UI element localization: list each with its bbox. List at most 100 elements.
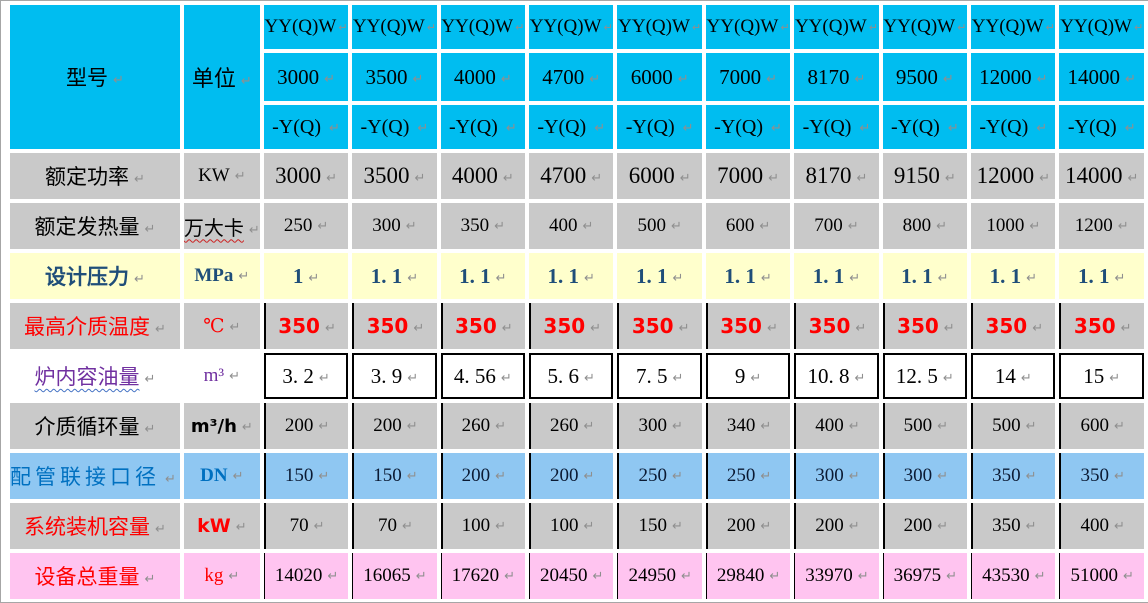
value-cell: 5. 6 ↵ [529,353,614,399]
return-mark-icon: ↵ [590,321,602,336]
cell-text: 300 [903,465,933,486]
return-mark-icon: ↵ [936,219,948,234]
return-mark-icon: ↵ [318,370,330,386]
table-row-rated-heat: 额定发热量 ↵ 万大卡 ↵ 250 ↵ 300 ↵ 350 ↵ 400 ↵ 500 ↵ 600 ↵ 700 ↵ 80… [10,203,1144,249]
cell-text: 1. 1 [1078,263,1110,288]
return-mark-icon: ↵ [326,171,337,186]
cell-text: 4000 [453,64,496,89]
return-mark-icon: ↵ [324,321,336,336]
value-cell: 4700 ↵ [529,153,614,199]
value-cell: 14 ↵ [971,353,1056,399]
return-mark-icon: ↵ [327,569,339,584]
value-cell: 1. 1 ↵ [352,253,437,299]
value-cell: 350 ↵ [971,453,1056,499]
return-mark-icon: ↵ [1134,21,1144,34]
cell-text: -Y(Q) [1067,115,1117,138]
return-mark-icon: ↵ [1036,71,1048,87]
model-number-cell: 3000 ↵ [263,53,349,101]
value-cell: 800 ↵ [882,203,968,249]
return-mark-icon: ↵ [1034,569,1046,584]
table-row-installed-capacity: 系统装机容量 ↵ kW ↵ 70 ↵ 70 ↵ 100 ↵ 100 ↵ 150 ↵ 200 ↵ 200 ↵ 200 ↵… [10,503,1144,549]
value-cell: 350 ↵ [794,303,879,349]
unit-header-cell: 单位 ↵ [183,5,260,149]
series-suffix-cell: -Y(Q) ↵ [705,105,791,149]
return-mark-icon: ↵ [495,469,507,484]
row-label-cell: 最高介质温度 ↵ [10,303,180,349]
return-mark-icon: ↵ [589,71,601,87]
cell-text: -Y(Q) [537,115,587,138]
series-suffix-cell: -Y(Q) ↵ [440,105,526,149]
value-cell: 24950 ↵ [617,553,702,599]
return-mark-icon: ↵ [1114,469,1125,484]
series-name-cell: YY(Q)W ↵ [352,5,437,49]
return-mark-icon: ↵ [854,370,866,386]
return-mark-icon: ↵ [760,469,772,484]
value-cell: 8170 ↵ [794,153,879,199]
value-cell: 350 ↵ [263,303,349,349]
cell-text: YY(Q)W [794,16,867,37]
value-cell: 9 ↵ [705,353,791,399]
return-mark-icon: ↵ [592,569,604,584]
value-cell: 200 ↵ [705,503,791,549]
value-cell: 1. 1 ↵ [1059,253,1144,299]
table-row-design-pressure: 设计压力 ↵ MPa ↵ 1 ↵ 1. 1 ↵ 1. 1 ↵ 1. 1 ↵ 1. 1 ↵ 1. 1 ↵ 1. 1… [10,253,1144,299]
spec-table: 型号 ↵ 单位 ↵ YY(Q)W ↵ YY(Q)W ↵ YY(Q)W ↵ YY(Q)W ↵ YY(Q)W… [6,1,1148,602]
header-row-model-numbers: 3000 ↵ 3500 ↵ 4000 ↵ 4700 ↵ 6000 ↵ 7000 ↵ 8170 ↵ 9500 ↵… [10,53,1144,101]
unit-cell: 万大卡 ↵ [183,203,260,249]
cell-text: 额定功率 [45,165,129,189]
model-number-cell: 4700 ↵ [529,53,614,101]
row-label-cell: 设计压力 ↵ [10,253,180,299]
return-mark-icon: ↵ [680,569,692,584]
row-label-cell: 额定发热量 ↵ [10,203,180,249]
cell-text: 配管联接口径 [10,465,160,489]
unit-cell: m³/h ↵ [183,403,260,449]
cell-text: 200 [550,465,579,486]
return-mark-icon: ↵ [937,270,949,286]
cell-text: 350 [992,465,1021,486]
unit-cell: ℃ ↵ [183,303,260,349]
return-mark-icon: ↵ [407,370,419,386]
model-number-cell: 7000 ↵ [705,53,791,101]
cell-text: 1. 1 [724,263,756,288]
return-mark-icon: ↵ [1029,219,1041,234]
return-mark-icon: ↵ [1117,219,1129,234]
return-mark-icon: ↵ [308,270,320,286]
return-mark-icon: ↵ [134,172,145,187]
cell-text: 51000 [1070,565,1119,586]
value-cell: 1. 1 ↵ [882,253,968,299]
series-name-cell: YY(Q)W ↵ [705,5,791,49]
cell-text: 1. 1 [459,263,491,288]
return-mark-icon: ↵ [855,321,867,336]
cell-text: 700 [814,215,843,236]
cell-text: 12. 5 [895,363,938,388]
value-cell: 150 ↵ [352,453,437,499]
value-cell: 14000 ↵ [1059,153,1144,199]
cell-text: 1. 1 [901,263,933,288]
cell-text: 200 [726,515,756,536]
cell-text: 3000 [277,64,320,89]
return-mark-icon: ↵ [591,171,603,186]
cell-text: 200 [903,515,933,536]
cell-text: 600 [1080,415,1110,436]
value-cell: 1. 1 ↵ [971,253,1056,299]
return-mark-icon: ↵ [848,519,860,534]
cell-text: 万大卡 [183,217,244,240]
return-mark-icon: ↵ [144,572,156,587]
cell-text: 7000 [717,163,764,188]
return-mark-icon: ↵ [944,171,956,186]
cell-text: 300 [815,465,844,486]
value-cell: 70 ↵ [352,503,437,549]
return-mark-icon: ↵ [515,21,525,34]
model-number-cell: 6000 ↵ [617,53,702,101]
return-mark-icon: ↵ [502,171,514,186]
cell-text: 12000 [976,163,1035,188]
cell-text: 5. 6 [547,363,580,388]
cell-text: -Y(Q) [979,115,1029,138]
model-number-cell: 8170 ↵ [794,53,879,101]
cell-text: 9500 [895,64,938,89]
return-mark-icon: ↵ [495,270,507,286]
value-cell: 1. 1 ↵ [705,253,791,299]
cell-text: 350 [1080,465,1110,486]
cell-text: 6000 [630,64,673,89]
return-mark-icon: ↵ [414,171,426,186]
